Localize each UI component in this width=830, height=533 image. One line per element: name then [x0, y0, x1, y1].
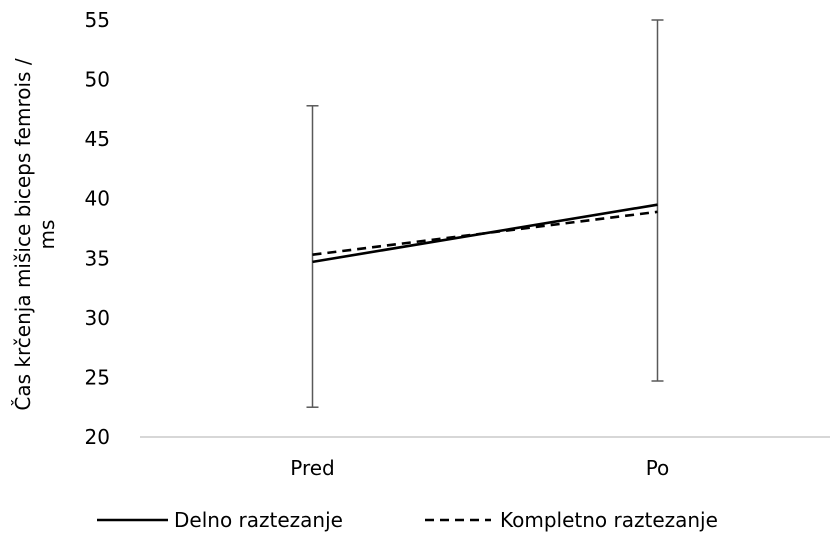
x-tick-label: Po: [646, 456, 670, 480]
y-tick-label: 35: [85, 246, 110, 270]
y-tick-label: 50: [85, 68, 110, 92]
series-line-2: [312, 210, 658, 257]
error-bar: [651, 19, 664, 382]
x-tick-label: Pred: [290, 456, 335, 480]
y-tick-label: 30: [85, 306, 110, 330]
y-tick-label: 25: [85, 365, 110, 389]
y-tick-label: 20: [85, 425, 110, 449]
legend-label: Kompletno raztezanje: [500, 508, 718, 532]
x-axis-ticks: Pred Po: [290, 456, 669, 480]
error-bars: [306, 19, 664, 408]
y-tick-label: 45: [85, 127, 110, 151]
series-lines: [312, 203, 658, 264]
legend-item: Delno raztezanje: [97, 508, 343, 532]
y-axis-ticks: 20 25 30 35 40 45 50 55: [85, 8, 110, 449]
legend-label: Delno raztezanje: [174, 508, 343, 532]
legend: Delno raztezanje Kompletno raztezanje: [97, 508, 718, 532]
error-bar: [306, 105, 319, 408]
y-axis-title: Čas krčenja mišice biceps femrois /ms: [11, 58, 59, 410]
y-tick-label: 40: [85, 187, 110, 211]
y-tick-label: 55: [85, 8, 110, 32]
legend-item: Kompletno raztezanje: [425, 508, 718, 532]
